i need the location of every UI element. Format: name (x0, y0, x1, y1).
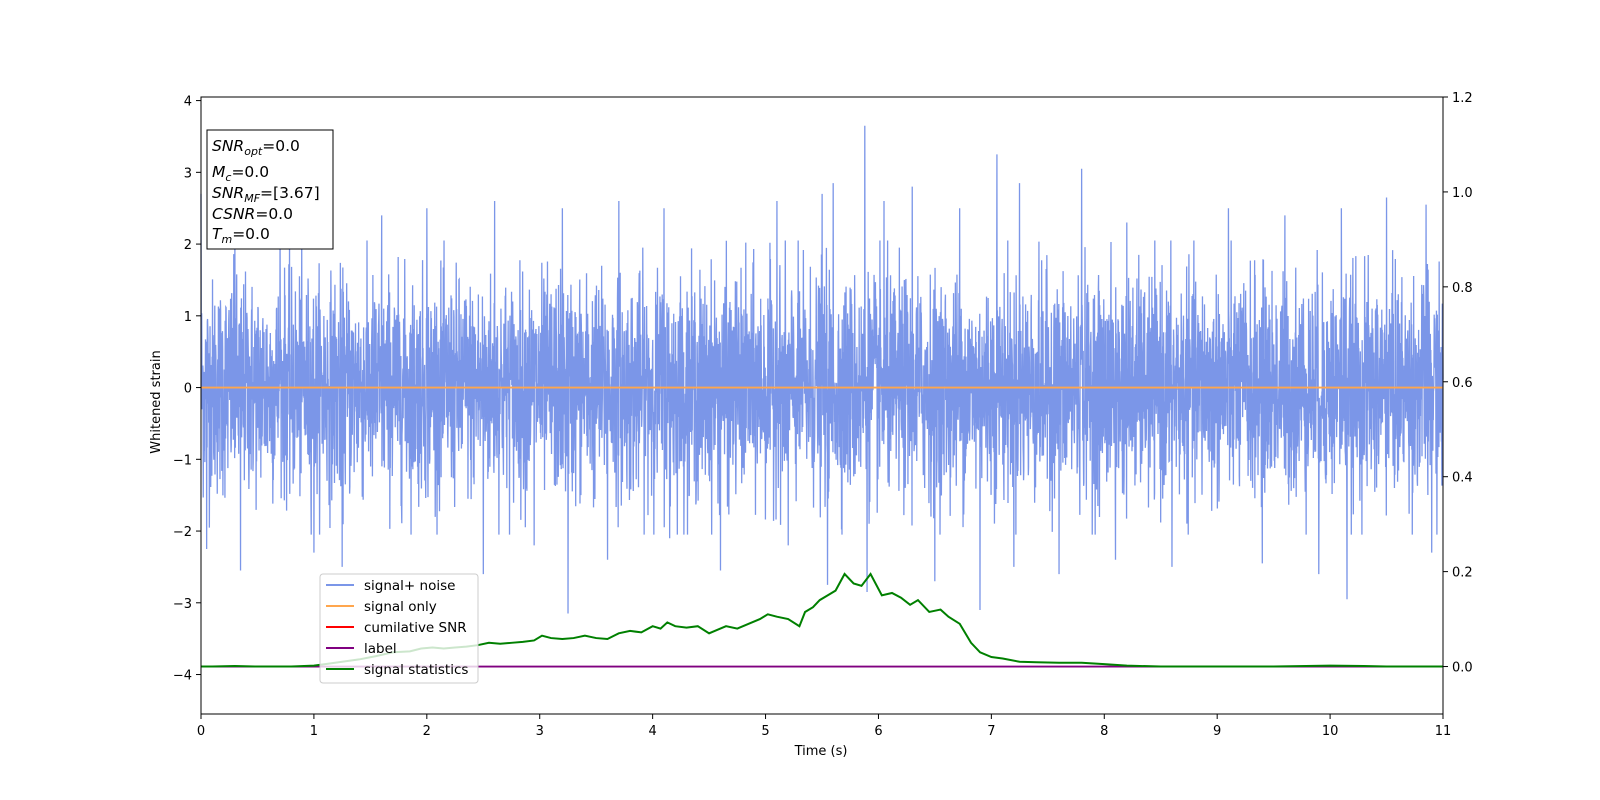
x-tick-label: 3 (536, 724, 544, 739)
annotation-tm: Tm=0.0 (212, 225, 270, 246)
annotation-frame (206, 129, 334, 250)
x-tick-label: 1 (310, 724, 318, 739)
y-right-tick-label: 0.2 (1452, 566, 1473, 581)
y-left-tick-label: 4 (184, 95, 192, 110)
x-axis-ticks: 0 1 2 3 4 5 6 7 8 9 10 11 (197, 714, 1451, 739)
legend-label-signal-noise: signal+ noise (364, 578, 455, 594)
y-right-tick-label: 0.0 (1452, 661, 1473, 676)
x-axis-label: Time (s) (794, 744, 848, 759)
y-right-tick-label: 0.6 (1452, 376, 1473, 391)
y-right-tick-label: 0.8 (1452, 281, 1473, 296)
legend-label-cumulative-snr: cumilative SNR (364, 620, 467, 636)
x-tick-label: 10 (1322, 724, 1339, 739)
plot-frame (200, 96, 1444, 715)
annotation-box: SNRopt=0.0 Mc=0.0 SNRMF=[3.67] CSNR=0.0 … (206, 129, 334, 250)
y-left-axis-ticks: −4 −3 −2 −1 0 1 2 3 4 (173, 95, 201, 684)
legend-label-signal-statistics: signal statistics (364, 662, 468, 678)
annotation-mc: Mc=0.0 (212, 163, 269, 184)
x-tick-label: 7 (987, 724, 995, 739)
y-left-tick-label: −3 (173, 597, 192, 612)
y-left-tick-label: 0 (184, 382, 192, 397)
legend-label-label: label (364, 641, 397, 657)
y-right-axis-ticks: 0.0 0.2 0.4 0.6 0.8 1.0 1.2 (1443, 91, 1473, 676)
y-left-tick-label: −1 (173, 453, 192, 468)
y-left-tick-label: 2 (184, 238, 192, 253)
y-right-tick-label: 0.4 (1452, 471, 1473, 486)
x-tick-label: 4 (648, 724, 656, 739)
annotation-snr-opt: SNRopt=0.0 (212, 137, 300, 158)
y-left-tick-label: 3 (184, 166, 192, 181)
x-tick-label: 8 (1100, 724, 1108, 739)
y-left-tick-label: −2 (173, 525, 192, 540)
x-tick-label: 6 (874, 724, 882, 739)
annotation-snr-mf: SNRMF=[3.67] (212, 184, 320, 205)
x-tick-label: 2 (423, 724, 431, 739)
series-signal-noise (200, 125, 1444, 614)
legend: signal+ noise signal only cumilative SNR… (319, 573, 479, 684)
x-tick-label: 11 (1435, 724, 1452, 739)
y-right-tick-label: 1.0 (1452, 186, 1473, 201)
x-tick-label: 9 (1213, 724, 1221, 739)
signal-noise-series (200, 125, 1444, 614)
y-left-tick-label: 1 (184, 310, 192, 325)
y-right-tick-label: 1.2 (1452, 91, 1473, 106)
legend-frame (319, 573, 479, 684)
x-tick-label: 0 (197, 724, 205, 739)
legend-label-signal-only: signal only (364, 599, 437, 615)
annotation-csnr: CSNR=0.0 (212, 205, 293, 223)
y-axis-label: Whitened strain (149, 350, 164, 453)
y-left-tick-label: −4 (173, 669, 192, 684)
plot-border (200, 96, 1444, 715)
x-tick-label: 5 (761, 724, 769, 739)
